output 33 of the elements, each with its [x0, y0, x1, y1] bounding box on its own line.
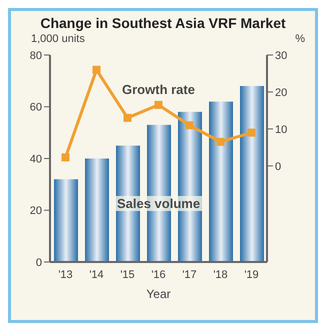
y2-tick-label: 10 [275, 124, 288, 136]
y2-tick-label: 30 [275, 50, 288, 62]
point [154, 100, 162, 109]
point [216, 138, 224, 146]
y2-tick-label: 0 [275, 160, 282, 173]
bar [240, 86, 264, 262]
point [186, 121, 194, 130]
y-tick-label: 60 [30, 102, 42, 114]
x-tick-label: '14 [89, 268, 104, 281]
point [92, 66, 100, 74]
y2-tick-label: 20 [275, 86, 288, 99]
bar [54, 179, 78, 262]
point [124, 114, 132, 122]
series-label: Growth rate [120, 82, 197, 97]
x-tick-label: '15 [120, 268, 135, 281]
x-tick-label: '13 [58, 268, 73, 281]
y-tick-label: 40 [30, 153, 42, 166]
series-label: Sales volume [114, 196, 202, 211]
chart-title: Change in Southest Asia VRF Market [39, 14, 287, 33]
y-axis-title: 1,000 units [31, 33, 85, 45]
x-tick-label: '19 [244, 268, 259, 281]
x-axis-title: Year [146, 287, 171, 301]
bar [209, 102, 233, 262]
point [248, 128, 256, 137]
y-tick-label: 0 [36, 256, 42, 269]
y2-axis-title: % [295, 33, 305, 45]
x-tick-label: '17 [182, 268, 197, 281]
bar [85, 158, 109, 262]
y-tick-label: 80 [30, 50, 42, 62]
x-tick-label: '16 [151, 268, 166, 281]
x-tick-label: '18 [213, 268, 228, 281]
point [62, 153, 70, 162]
y-tick-label: 20 [30, 205, 42, 218]
